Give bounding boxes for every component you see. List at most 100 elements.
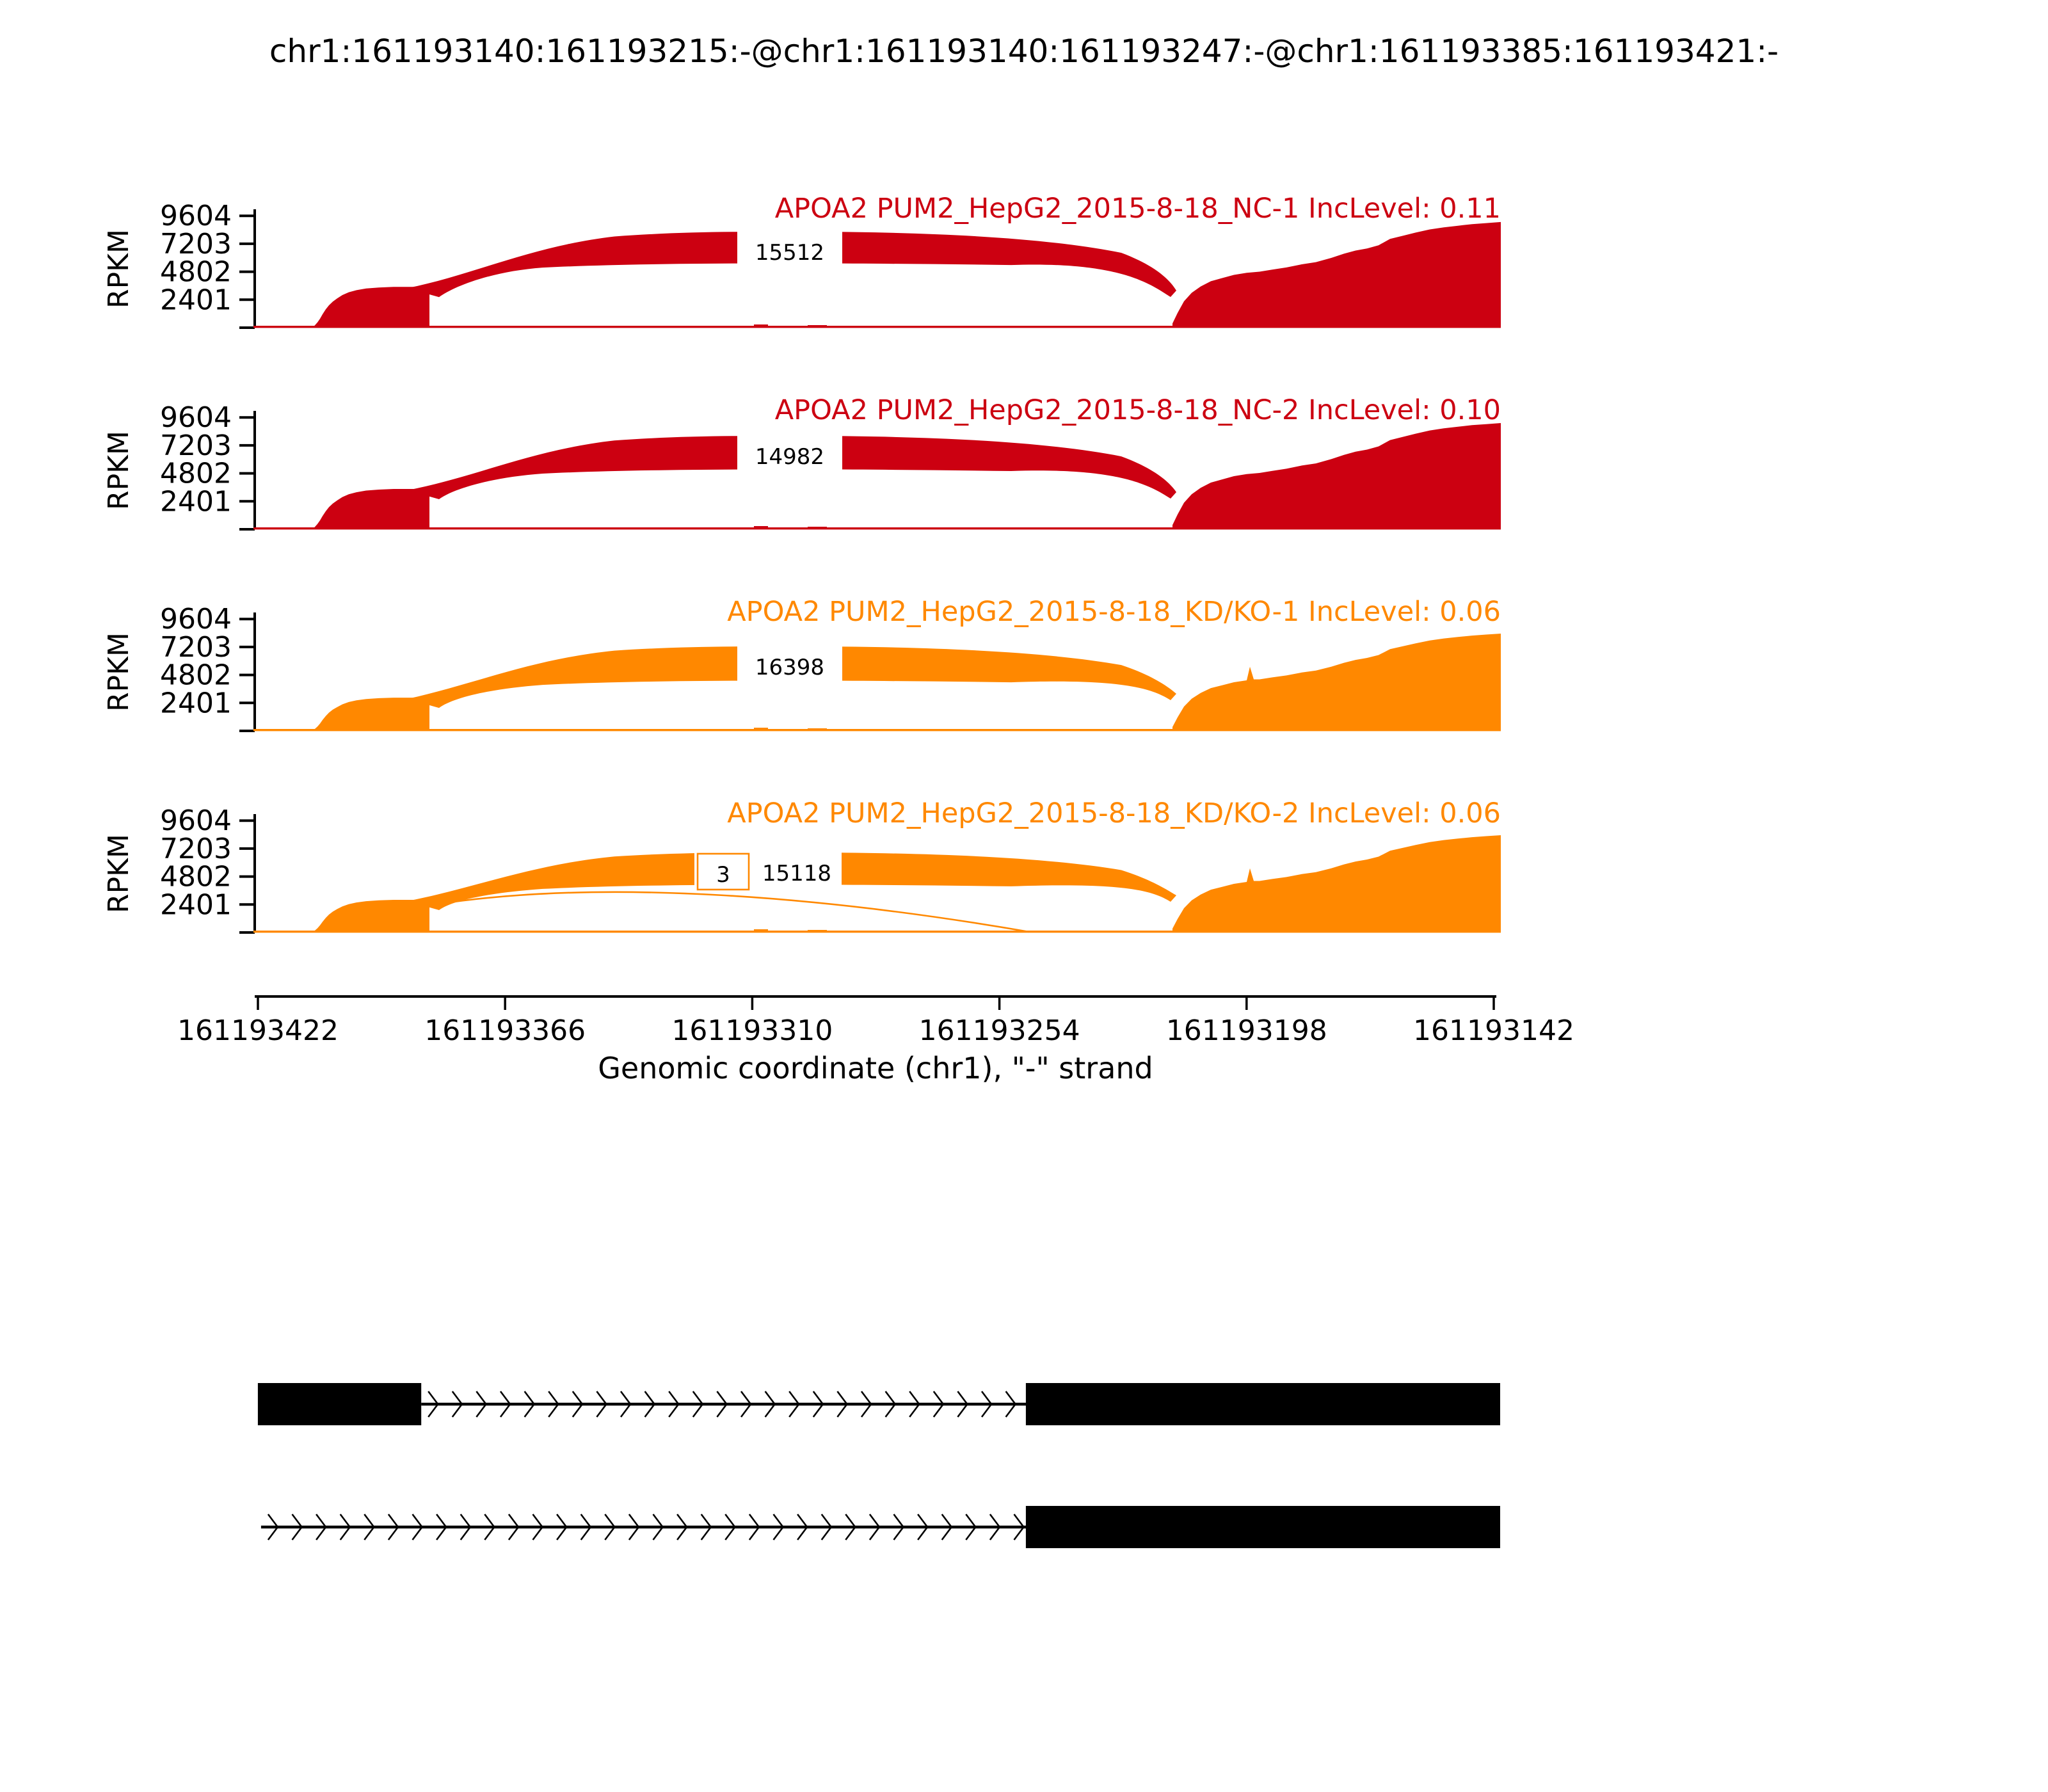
- track-title: APOA2 PUM2_HepG2_2015-8-18_NC-2 IncLevel…: [775, 394, 1501, 426]
- strand-arrow-icon: [499, 1391, 511, 1418]
- y-tick-label: 9604: [160, 200, 232, 232]
- strand-arrow-icon: [508, 1514, 520, 1540]
- coverage-baseline: [253, 326, 1501, 328]
- x-tick-label: 161193422: [177, 1014, 339, 1047]
- strand-arrow-icon: [980, 1391, 993, 1418]
- y-tick-label: 4802: [160, 659, 232, 692]
- strand-arrow-icon: [724, 1514, 736, 1540]
- coverage-bump: [754, 526, 768, 529]
- transcript-2: [260, 1506, 1500, 1548]
- y-tick-label: 4802: [160, 256, 232, 289]
- strand-arrow-icon: [764, 1391, 776, 1418]
- strand-arrow-icon: [364, 1514, 375, 1540]
- junction-count-label: 15118: [762, 861, 831, 886]
- strand-arrow-icon: [604, 1514, 616, 1540]
- transcript-1: [257, 1383, 1500, 1425]
- strand-arrow-icon: [596, 1391, 608, 1418]
- strand-arrow-icon: [740, 1391, 752, 1418]
- x-axis-title: Genomic coordinate (chr1), "-" strand: [598, 1051, 1153, 1085]
- strand-arrow-icon: [941, 1514, 953, 1540]
- strand-arrow-icon: [716, 1391, 728, 1418]
- strand-arrow-icon: [436, 1514, 447, 1540]
- figure-title: chr1:161193140:161193215:-@chr1:16119314…: [269, 33, 1779, 70]
- strand-arrow-icon: [291, 1514, 303, 1540]
- right-exon-coverage: [1172, 423, 1501, 529]
- strand-arrow-icon: [893, 1514, 905, 1540]
- strand-arrow-icon: [868, 1514, 881, 1540]
- y-tick-label: 7203: [160, 631, 232, 664]
- right-exon-coverage: [1172, 835, 1501, 932]
- strand-arrow-icon: [484, 1514, 495, 1540]
- y-tick-label: 9604: [160, 804, 232, 837]
- coverage-baseline: [253, 729, 1501, 732]
- strand-arrow-icon: [451, 1391, 463, 1418]
- strand-arrow-icon: [460, 1514, 472, 1540]
- x-tick-label: 161193254: [919, 1014, 1080, 1047]
- left-exon-coverage: [312, 900, 429, 932]
- strand-arrow-icon: [620, 1391, 632, 1418]
- coverage-bump: [754, 929, 768, 932]
- strand-arrow-icon: [1005, 1391, 1017, 1418]
- strand-arrow-icon: [572, 1391, 584, 1418]
- strand-arrow-icon: [676, 1514, 688, 1540]
- junction-label-gap: [737, 224, 842, 277]
- y-axis-title: RPKM: [102, 431, 135, 510]
- strand-arrow-icon: [700, 1514, 712, 1540]
- strand-arrow-icon: [797, 1514, 808, 1540]
- right-exon-coverage: [1172, 221, 1501, 328]
- strand-arrow-icon: [788, 1391, 800, 1418]
- strand-arrow-icon: [748, 1514, 760, 1540]
- junction-label-gap: [737, 639, 842, 694]
- x-axis-layer: 161193422 161193366 161193310 161193254 1611…: [177, 995, 1574, 1047]
- left-exon-coverage: [312, 698, 429, 731]
- strand-arrow-icon: [989, 1514, 1001, 1540]
- junction-count-label: 15512: [755, 240, 824, 266]
- coverage-bump: [754, 728, 768, 731]
- coverage-bump: [808, 930, 827, 932]
- exon-box: [1025, 1506, 1500, 1548]
- strand-arrow-icon: [339, 1514, 351, 1540]
- y-tick-label: 7203: [160, 429, 232, 462]
- strand-arrow-icon: [652, 1514, 664, 1540]
- junction-count-label: 14982: [755, 444, 824, 470]
- strand-arrow-icon: [957, 1391, 969, 1418]
- major-junction-arc: [407, 232, 1176, 298]
- strand-arrow-icon: [556, 1514, 568, 1540]
- strand-arrow-icon: [860, 1391, 872, 1418]
- strand-arrow-icon: [580, 1514, 592, 1540]
- strand-arrow-icon: [316, 1514, 327, 1540]
- strand-arrow-icon: [917, 1514, 929, 1540]
- strand-arrow-icon: [532, 1514, 544, 1540]
- junction-label-gap: [737, 428, 842, 483]
- strand-arrow-icon: [668, 1391, 680, 1418]
- y-tick-label: 2401: [160, 687, 232, 719]
- strand-arrow-icon: [476, 1391, 488, 1418]
- coverage-bump: [754, 324, 768, 328]
- right-exon-coverage: [1172, 634, 1501, 731]
- y-tick-label: 4802: [160, 861, 232, 893]
- strand-arrow-icon: [628, 1514, 640, 1540]
- strand-arrow-icon: [387, 1514, 399, 1540]
- minor-junction-count-label: 3: [716, 862, 730, 888]
- left-exon-coverage: [312, 489, 429, 529]
- minor-junction-label-box: [696, 852, 750, 891]
- strand-arrow-icon: [845, 1514, 856, 1540]
- y-axis-title: RPKM: [102, 632, 135, 712]
- strand-arrow-icon: [932, 1391, 945, 1418]
- x-tick-label: 161193198: [1166, 1014, 1327, 1047]
- exon-box: [257, 1383, 422, 1425]
- y-tick-label: 2401: [160, 284, 232, 316]
- track-title: APOA2 PUM2_HepG2_2015-8-18_KD/KO-1 IncLe…: [727, 596, 1501, 628]
- y-tick-label: 9604: [160, 401, 232, 434]
- strand-arrow-icon: [644, 1391, 656, 1418]
- y-axis-title: RPKM: [102, 834, 135, 913]
- strand-arrow-icon: [812, 1391, 824, 1418]
- x-tick-label: 161193142: [1413, 1014, 1574, 1047]
- y-tick-label: 7203: [160, 228, 232, 260]
- y-tick-label: 9604: [160, 603, 232, 636]
- track-title: APOA2 PUM2_HepG2_2015-8-18_NC-1 IncLevel…: [775, 193, 1501, 225]
- y-tick-label: 4802: [160, 458, 232, 490]
